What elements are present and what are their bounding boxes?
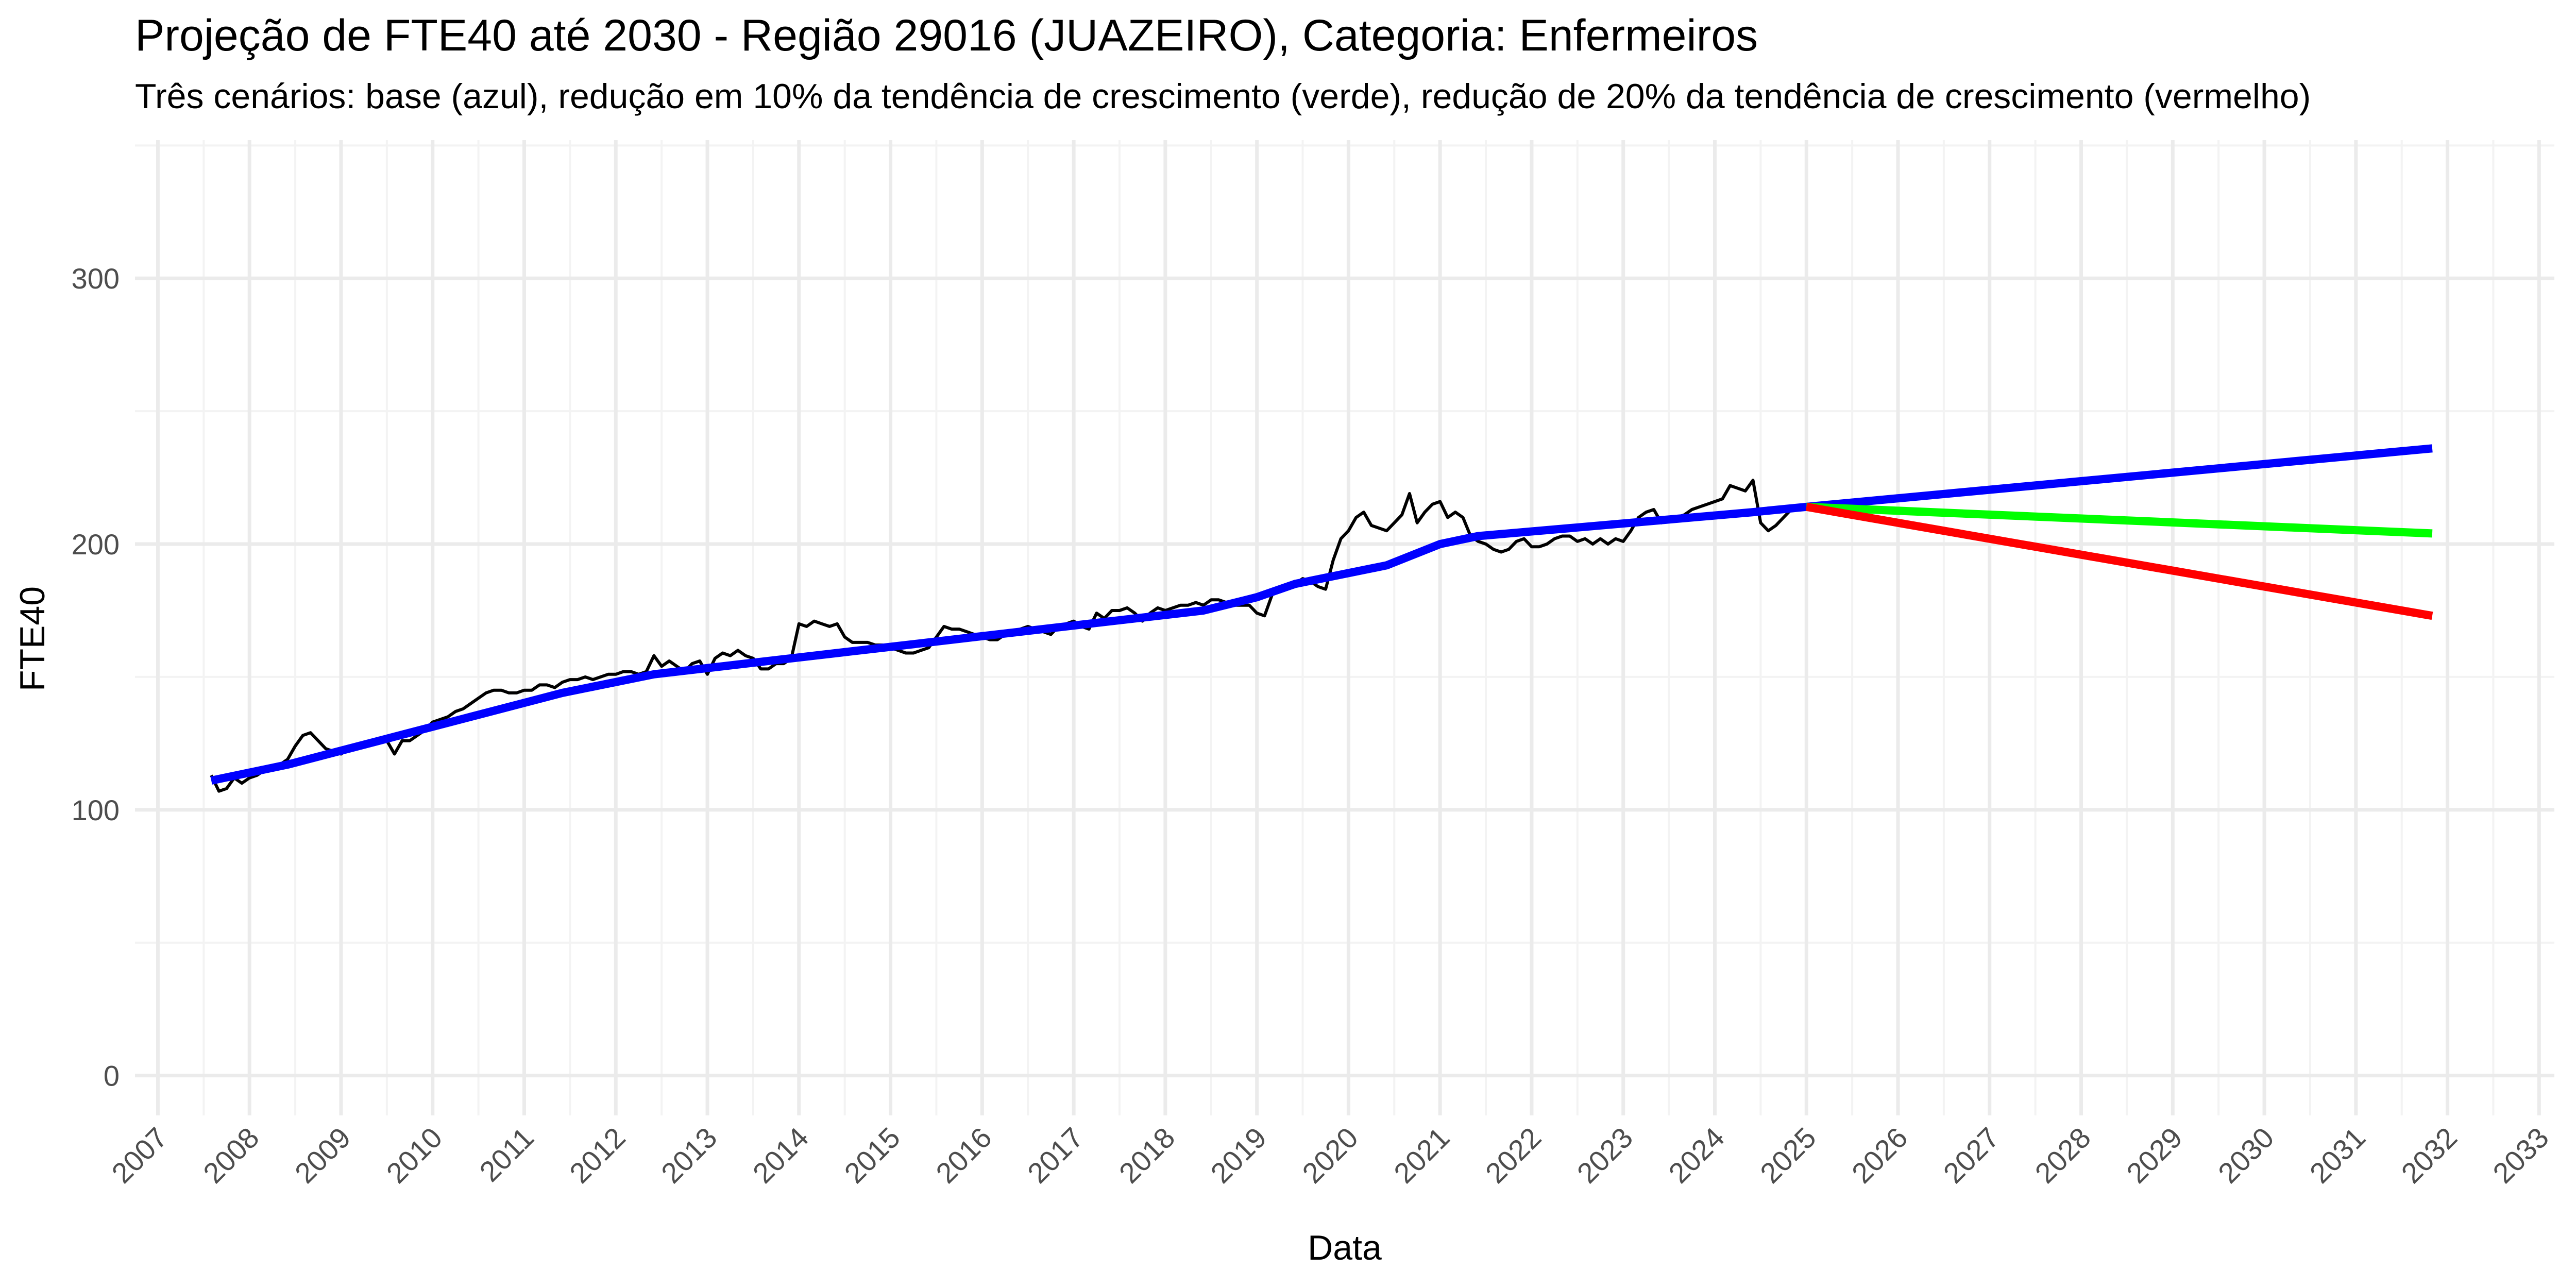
series-lines <box>210 444 2433 793</box>
y-tick-labels: 0 100 200 300 <box>72 262 120 1092</box>
x-tick-label: 2011 <box>473 1121 540 1188</box>
x-tick-label: 2020 <box>1296 1121 1364 1190</box>
x-axis-label: Data <box>1308 1228 1382 1267</box>
x-tick-labels: 2007 2008 2009 2010 2011 2012 2013 2014 2015 2016… <box>105 1121 2555 1190</box>
x-tick-label: 2022 <box>1479 1121 1548 1190</box>
x-tick-label: 2019 <box>1204 1121 1273 1190</box>
x-tick-label: 2024 <box>1662 1121 1731 1190</box>
x-tick-label: 2028 <box>2028 1121 2097 1190</box>
y-tick-label: 0 <box>104 1060 120 1092</box>
x-tick-label: 2026 <box>1845 1121 1914 1190</box>
x-tick-label: 2027 <box>1937 1121 2006 1190</box>
x-tick-label: 2010 <box>380 1121 449 1190</box>
x-tick-label: 2013 <box>655 1121 723 1190</box>
x-tick-label: 2016 <box>929 1121 998 1190</box>
grid <box>135 140 2554 1115</box>
x-tick-label: 2025 <box>1754 1121 1822 1190</box>
x-tick-label: 2032 <box>2395 1121 2463 1190</box>
y-axis-label: FTE40 <box>13 586 52 691</box>
x-tick-label: 2018 <box>1113 1121 1181 1190</box>
y-tick-label: 100 <box>72 794 120 826</box>
x-tick-label: 2021 <box>1387 1121 1456 1190</box>
x-tick-label: 2007 <box>105 1121 174 1190</box>
y-tick-label: 200 <box>72 528 120 561</box>
chart-subtitle: Três cenários: base (azul), redução em 1… <box>135 77 2311 116</box>
x-tick-label: 2031 <box>2303 1121 2372 1190</box>
x-tick-label: 2014 <box>747 1121 815 1190</box>
x-tick-label: 2012 <box>563 1121 632 1190</box>
x-tick-label: 2029 <box>2120 1121 2189 1190</box>
x-tick-label: 2030 <box>2212 1121 2280 1190</box>
x-tick-label: 2017 <box>1021 1121 1090 1190</box>
series-line-base <box>210 444 2433 785</box>
x-tick-label: 2008 <box>197 1121 265 1190</box>
x-tick-label: 2015 <box>838 1121 906 1190</box>
y-tick-label: 300 <box>72 262 120 295</box>
series-line-red <box>1805 502 2433 620</box>
x-tick-label: 2033 <box>2486 1121 2555 1190</box>
x-tick-label: 2023 <box>1571 1121 1639 1190</box>
series-line-green <box>1806 502 2433 538</box>
chart-title: Projeção de FTE40 até 2030 - Região 2901… <box>135 11 1758 60</box>
x-tick-label: 2009 <box>289 1121 357 1190</box>
